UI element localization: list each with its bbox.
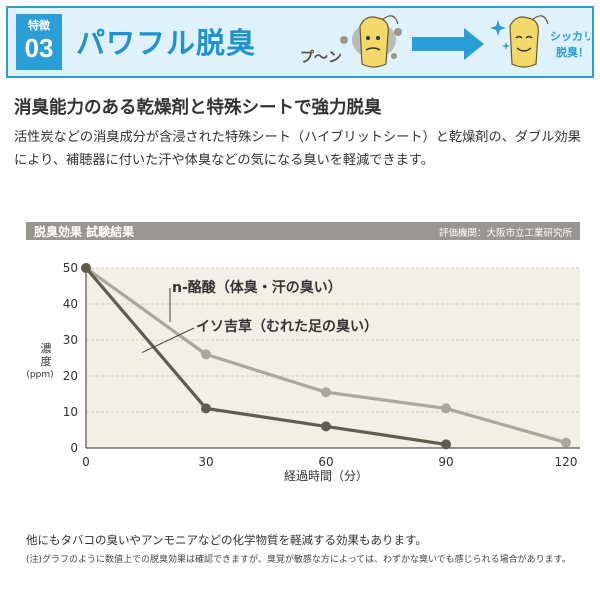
data-point-0-1: [201, 349, 211, 360]
feature-label: 特徴: [28, 19, 50, 32]
legend-leaders: [141, 288, 195, 354]
series-group: [81, 263, 571, 450]
plot-area: [86, 268, 580, 448]
y-tick-label-50: 50: [63, 261, 78, 275]
y-axis-label-2: 度: [41, 354, 52, 368]
y-tick-label-0: 0: [70, 441, 78, 455]
data-point-1-2: [321, 421, 331, 432]
axes: [85, 268, 580, 449]
series-label-isovaleric: イソ吉草（むれた足の臭い）: [196, 318, 378, 335]
x-tick-label-0: 0: [82, 455, 90, 469]
feature-number: 03: [24, 33, 54, 63]
tick-labels: 0 10 20 30 40 50 0 30 60 90 120: [63, 261, 578, 469]
data-point-0-4: [561, 437, 571, 448]
arrow-right-icon: [412, 28, 484, 60]
chart-header-source: 評価機関：大阪市立工業研究所: [438, 228, 572, 239]
note-additional-effect: 他にもタバコの臭いやアンモニアなどの化学物質を軽減する効果もあります。: [26, 533, 427, 547]
x-tick-label-30: 30: [198, 455, 213, 469]
x-tick-label-60: 60: [318, 455, 333, 469]
series-line-1: [84, 266, 447, 446]
intro-paragraph: 活性炭などの消臭成分が含浸された特殊シート（ハイブリットシート）と乾燥剤の、ダブ…: [14, 130, 581, 168]
data-point-0-3: [441, 403, 451, 414]
x-tick-label-90: 90: [438, 455, 453, 469]
x-axis-label: 経過時間（分）: [284, 469, 368, 483]
sound-text: プ〜ン: [300, 50, 342, 66]
chart-header: 脱臭効果 試験結果 評価機関：大阪市立工業研究所: [26, 222, 580, 240]
grid-lines: [86, 267, 580, 413]
clean-character-icon: [490, 15, 549, 68]
result-text-line2: 脱臭！: [556, 45, 589, 59]
section-heading: 消臭能力のある乾燥剤と特殊シートで強力脱臭: [14, 98, 382, 118]
feature-badge: 特徴 03: [16, 14, 62, 70]
deodorize-illustration: プ〜ン シッカリ 脱臭！: [300, 15, 590, 68]
leader-line-isovaleric: [141, 327, 195, 354]
y-tick-label-40: 40: [63, 297, 78, 311]
chart-header-title: 脱臭効果 試験結果: [34, 225, 135, 239]
y-tick-label-30: 30: [63, 333, 78, 347]
series-label-n-butyric: n-酪酸（体臭・汗の臭い）: [172, 279, 342, 296]
data-point-0-2: [321, 387, 331, 398]
result-text-line1: シッカリ: [550, 30, 590, 43]
data-point-1-3: [441, 439, 451, 450]
y-axis-unit: (ppm): [26, 370, 53, 380]
y-axis-label-1: 濃: [41, 341, 52, 355]
feature-banner: 特徴 03 パワフル脱臭 プ〜ン: [6, 6, 594, 78]
banner-title: パワフル脱臭: [76, 26, 257, 60]
y-tick-label-20: 20: [63, 369, 78, 383]
data-point-1-1: [201, 403, 211, 414]
smelly-character-icon: [340, 15, 402, 68]
y-tick-label-10: 10: [63, 405, 78, 419]
note-disclaimer: (注)グラフのように数値上での脱臭効果は確認できますが、臭覚が敏感な方によっては…: [26, 555, 571, 565]
data-point-1-0: [81, 263, 91, 273]
x-tick-label-120: 120: [555, 455, 578, 469]
